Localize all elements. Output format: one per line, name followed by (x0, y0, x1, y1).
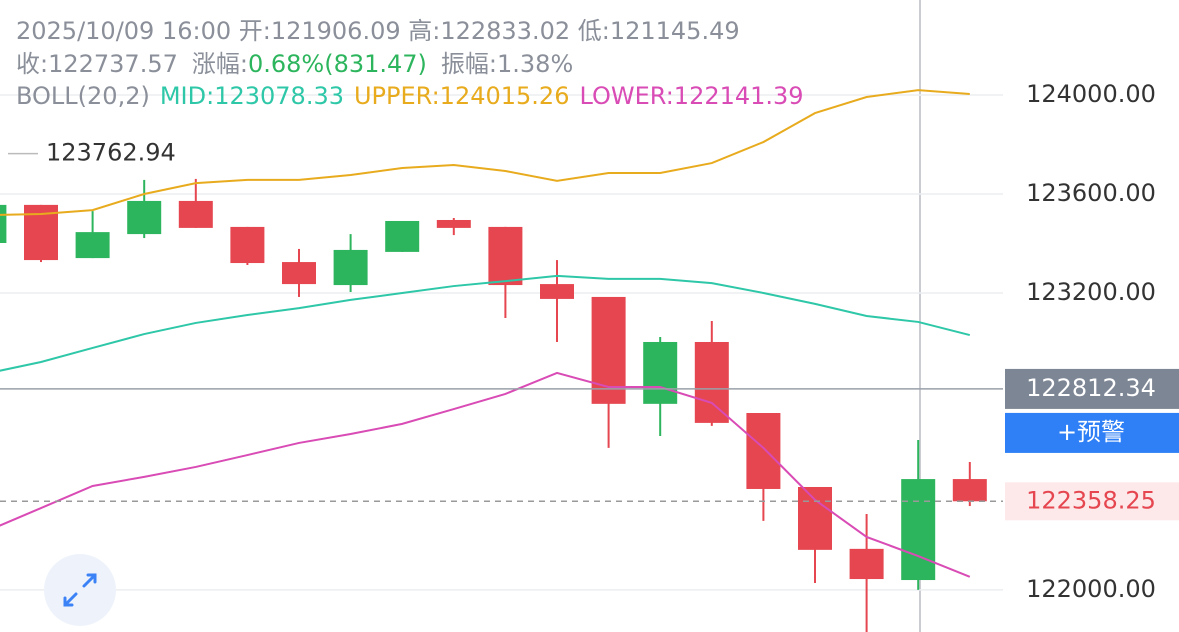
overlay: 124000.00 123600.00 123200.00 122000.00 1237… (0, 80, 1179, 603)
change-label: 涨幅: (192, 50, 248, 78)
candle-body (333, 249, 368, 286)
header-line1: 2025/10/09 16:00 开:121906.09 高:122833.02… (16, 17, 740, 45)
close-label: 收:122737.57 (16, 50, 178, 78)
plot (0, 89, 987, 632)
expand-button[interactable] (44, 554, 116, 626)
mid-label: MID:123078.33 (160, 82, 344, 110)
candle-body (488, 226, 523, 286)
expand-icon[interactable] (63, 573, 97, 607)
boll-line (0, 274, 971, 372)
change-value: 0.68%(831.47) (248, 50, 427, 78)
y-tick-label: 124000.00 (1026, 80, 1156, 108)
indicator: BOLL(20,2) (16, 82, 150, 110)
candle-body (540, 284, 574, 299)
current-price-bg (1005, 482, 1179, 521)
upper-label: UPPER:124015.26 (354, 82, 569, 110)
candle-body (282, 262, 316, 285)
expand-bg[interactable] (44, 554, 116, 626)
candle-body (746, 413, 781, 489)
candle-body (0, 204, 7, 244)
candle-body (798, 486, 832, 550)
candle-body (643, 341, 678, 404)
candle-body (901, 479, 936, 581)
candle-body (75, 232, 110, 259)
grid (0, 94, 1003, 591)
header-line3: BOLL(20,2) MID:123078.33 UPPER:124015.26 LO… (16, 82, 804, 110)
current-price-label: 122358.25 (1026, 486, 1156, 514)
crosshair-label-bg (1005, 368, 1179, 409)
candle-body (385, 220, 420, 252)
y-tick-label: 123600.00 (1026, 179, 1156, 207)
candle-body (230, 226, 265, 264)
header-line2: 收:122737.57 涨幅:0.68%(831.47) 振幅:1.38% (16, 50, 573, 78)
boll-line (0, 89, 970, 216)
crosshair-label: 122812.34 (1026, 374, 1156, 402)
y-tick-label: 122000.00 (1026, 575, 1156, 603)
candle-body (694, 341, 729, 423)
candle-body (127, 200, 162, 235)
lower-label: LOWER:122141.39 (579, 82, 803, 110)
alert-button-bg[interactable] (1005, 412, 1179, 453)
boll-line (0, 371, 971, 578)
alert-button-label[interactable]: +预警 (1057, 418, 1125, 446)
y-tick-label: 123200.00 (1026, 278, 1156, 306)
max-marker-label: 123762.94 (46, 139, 176, 167)
candle-body (952, 479, 987, 502)
candle-body (178, 200, 213, 228)
candle-body (436, 219, 471, 228)
alert-button[interactable]: +预警 (1005, 412, 1179, 453)
candle-body (849, 548, 884, 580)
amplitude: 振幅:1.38% (441, 50, 573, 78)
